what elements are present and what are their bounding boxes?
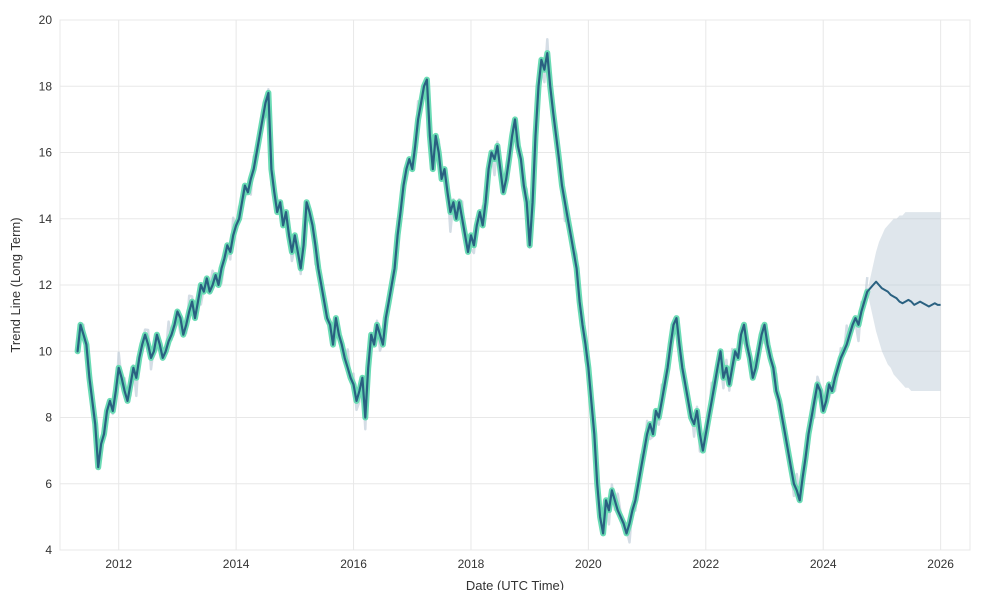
- svg-text:2018: 2018: [458, 557, 485, 571]
- svg-text:20: 20: [39, 13, 53, 27]
- svg-text:14: 14: [39, 212, 53, 226]
- svg-text:2012: 2012: [105, 557, 132, 571]
- raw-series-line: [78, 39, 868, 542]
- svg-text:2020: 2020: [575, 557, 602, 571]
- svg-text:2016: 2016: [340, 557, 367, 571]
- svg-text:10: 10: [39, 344, 53, 358]
- svg-text:2014: 2014: [223, 557, 250, 571]
- x-axis-label: Date (UTC Time): [466, 578, 564, 590]
- svg-text:18: 18: [39, 79, 53, 93]
- trend-chart: 20122014201620182020202220242026 4681012…: [0, 0, 989, 590]
- trend-halo-line: [78, 53, 868, 533]
- x-axis-ticks: 2012 2014 2016 2018 2020 2022 2024 2026: [105, 557, 954, 571]
- y-axis-label: Trend Line (Long Term): [8, 217, 23, 352]
- svg-text:2022: 2022: [692, 557, 719, 571]
- svg-text:12: 12: [39, 278, 53, 292]
- y-axis-ticks: 4 6 8 10 12 14 16 18 20: [39, 13, 53, 557]
- chart-container: 20122014201620182020202220242026 4681012…: [0, 0, 989, 590]
- grid: [60, 20, 970, 550]
- svg-text:8: 8: [45, 411, 52, 425]
- svg-text:2026: 2026: [927, 557, 954, 571]
- svg-text:16: 16: [39, 146, 53, 160]
- svg-text:2024: 2024: [810, 557, 837, 571]
- svg-text:6: 6: [45, 477, 52, 491]
- svg-text:4: 4: [45, 543, 52, 557]
- trend-line: [78, 53, 868, 533]
